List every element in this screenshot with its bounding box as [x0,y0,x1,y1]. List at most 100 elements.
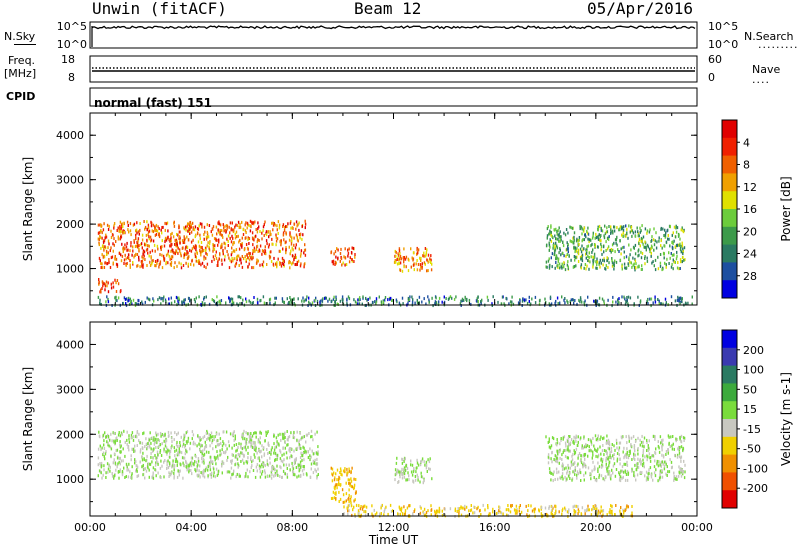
power-cell [630,248,632,252]
power-cell [252,249,254,252]
velocity-cell [599,445,601,449]
power-cell [186,246,189,249]
velocity-cell [564,441,567,445]
velocity-cell [233,430,235,434]
power-cell [430,254,432,258]
power-cell [226,227,228,231]
power-cell [423,261,426,265]
power-cell [259,263,261,267]
power-cell [229,298,231,301]
power-cell [560,238,562,242]
power-cell [203,297,205,301]
power-cell [265,233,268,237]
power-cell [399,268,402,272]
power-cell [248,251,250,255]
power-cell [245,221,247,225]
power-cell [340,257,343,261]
power-cell [595,266,597,270]
power-cell [397,256,399,260]
power-cell [387,298,389,302]
power-cell [170,301,173,305]
power-cell [583,247,585,251]
power-cell [290,220,292,224]
velocity-cell [131,465,133,469]
power-cell [588,240,590,244]
velocity-cell [561,512,563,516]
velocity-cell [164,432,166,436]
power-cell [230,260,233,264]
power-cell [668,251,670,255]
power-cell [608,235,610,239]
power-cell [396,300,398,304]
power-cell [416,298,418,302]
velocity-cell [160,476,162,479]
velocity-cell [178,453,180,457]
velocity-cell [273,474,275,478]
velocity-cell [642,458,644,462]
velocity-cell [314,458,316,462]
velocity-cell [208,463,210,467]
velocity-cell [351,513,353,517]
velocity-cell [300,447,302,450]
velocity-cell [137,474,140,478]
velocity-cell [675,475,678,479]
power-cell [587,295,589,299]
velocity-cell [105,471,107,475]
velocity-cell [190,456,193,460]
velocity-cell [126,438,128,442]
power-cell [253,246,256,250]
velocity-cell [264,475,267,479]
velocity-cell [173,464,176,467]
power-cell [613,261,615,265]
power-cell [100,229,102,233]
power-cell [302,296,304,300]
velocity-cell [246,468,248,472]
power-cell [644,240,646,244]
power-cell [580,266,582,270]
velocity-cell [403,505,405,509]
power-cell [165,300,167,304]
velocity-cell [100,471,102,475]
velocity-cell [150,441,152,445]
power-cell [282,263,285,266]
velocity-cell [556,460,559,464]
power-colorbar-label: 24 [743,248,757,261]
power-cell [412,251,415,255]
velocity-cell [573,462,575,466]
power-cell [447,297,450,301]
power-cell [188,297,190,300]
power-cell [633,262,635,266]
velocity-cell [587,504,589,508]
power-cell [142,249,145,253]
power-cell [158,296,161,300]
power-cell [646,300,648,304]
power-cell [420,265,422,269]
power-cell [600,242,602,246]
power-cell [185,261,187,265]
power-cell [615,300,617,304]
velocity-cell [659,478,661,482]
power-cell [512,302,515,306]
power-cell [594,300,596,304]
power-cell [624,297,626,301]
velocity-cell [103,464,105,468]
power-cell [192,227,194,231]
velocity-cell [136,430,139,433]
velocity-cell [141,465,143,469]
velocity-cell [607,466,609,470]
power-cell [293,236,295,240]
power-cell [396,262,399,266]
velocity-cell [162,434,165,438]
power-cell [575,256,577,260]
velocity-cell [344,467,346,471]
power-cell [282,233,285,237]
velocity-cell [296,438,298,442]
velocity-colorbar-band [722,401,737,420]
velocity-cell [641,471,643,475]
velocity-cell [567,447,569,451]
power-cell [477,300,479,303]
velocity-cell [621,436,623,440]
velocity-cell [103,455,105,459]
velocity-cell [579,470,581,474]
velocity-cell [201,452,203,455]
